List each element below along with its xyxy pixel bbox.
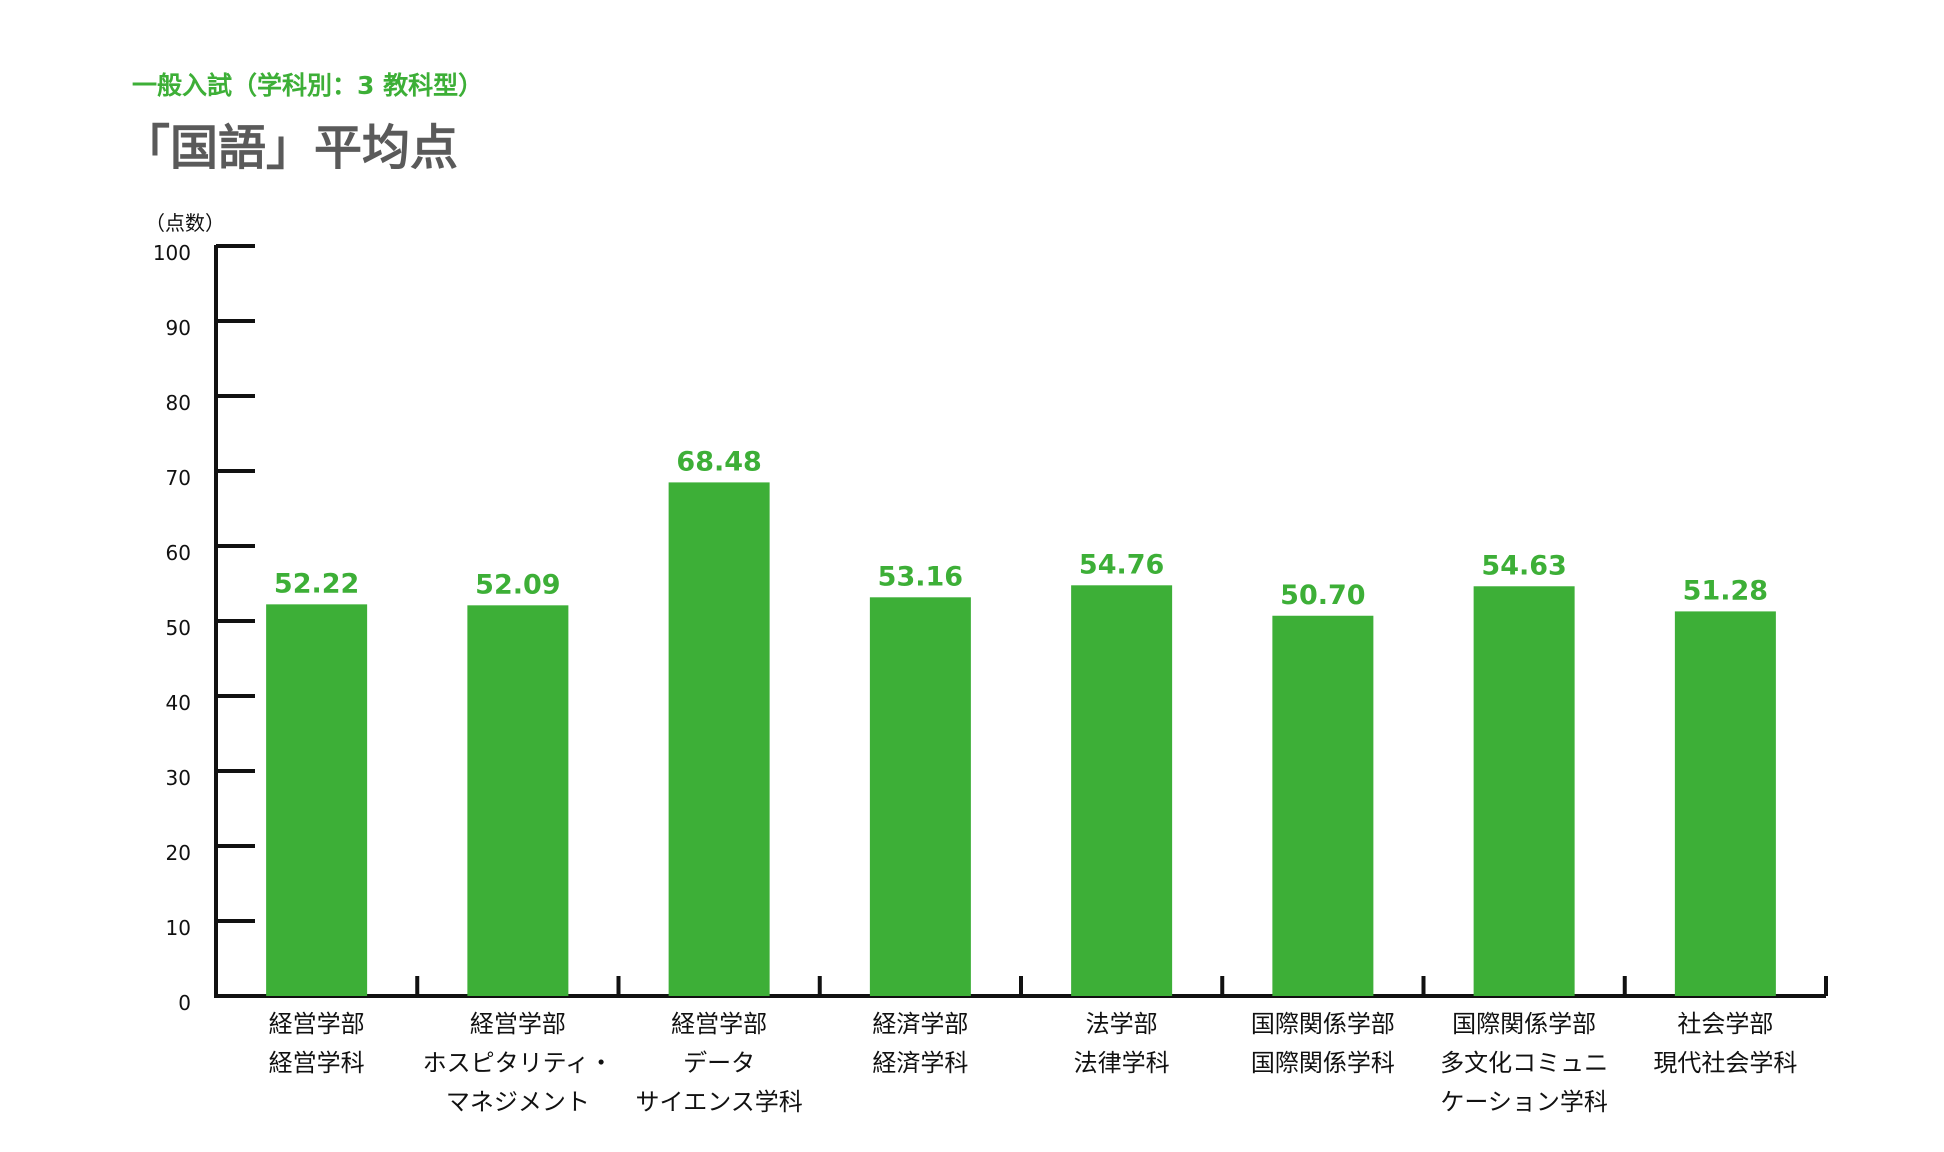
bar (266, 604, 368, 996)
y-tick-label: 70 (166, 466, 191, 490)
y-tick-label: 50 (166, 616, 191, 640)
x-category-label: ホスピタリティ・ (423, 1049, 614, 1077)
bar-value-label: 68.48 (676, 446, 761, 477)
bar-value-label: 52.09 (475, 569, 560, 600)
x-category-label: ケーション学科 (1440, 1088, 1608, 1116)
y-tick-label: 60 (166, 541, 191, 565)
x-category-label: 現代社会学科 (1653, 1049, 1797, 1077)
x-category-label: 法律学科 (1074, 1049, 1170, 1077)
x-category-label: 国際関係学科 (1251, 1049, 1395, 1077)
bar (1674, 611, 1776, 996)
chart-title: 「国語」平均点 (122, 120, 459, 176)
x-category-label: 経営学科 (269, 1049, 365, 1077)
y-tick-label: 40 (166, 691, 191, 715)
x-category-label: データ (683, 1049, 755, 1077)
bar-value-label: 54.76 (1079, 549, 1164, 580)
bar (467, 605, 569, 996)
x-category-label: 法学部 (1086, 1010, 1158, 1038)
x-category-label: サイエンス学科 (635, 1088, 802, 1116)
x-category-label: 経営学部 (269, 1010, 365, 1038)
bar-value-label: 54.63 (1481, 550, 1566, 581)
bar (1071, 585, 1173, 996)
x-category-label: 社会学部 (1677, 1010, 1773, 1038)
x-category-label: 経済学部 (872, 1010, 968, 1038)
bar-value-label: 52.22 (274, 568, 359, 599)
bar (668, 482, 770, 996)
x-category-label: マネジメント (446, 1088, 590, 1116)
x-category-label: 多文化コミュニ (1440, 1049, 1608, 1077)
bar (869, 597, 971, 996)
x-category-label: 経済学科 (872, 1049, 968, 1077)
bar (1272, 615, 1374, 996)
x-category-label: 経営学部 (671, 1010, 767, 1038)
y-tick-label: 10 (166, 916, 191, 940)
bar (1473, 586, 1575, 996)
x-category-label: 経営学部 (470, 1010, 566, 1038)
y-tick-label: 30 (166, 766, 191, 790)
y-tick-label: 0 (178, 991, 191, 1015)
y-tick-label: 80 (166, 391, 191, 415)
x-category-label: 国際関係学部 (1452, 1010, 1596, 1038)
bar-value-label: 51.28 (1683, 575, 1768, 606)
bar-value-label: 53.16 (878, 561, 963, 592)
chart-subtitle: 一般入試（学科別：3 教科型） (132, 71, 484, 100)
y-tick-label: 90 (166, 316, 191, 340)
y-tick-label: 100 (153, 241, 191, 265)
y-axis-unit-label: （点数） (145, 211, 225, 235)
y-tick-label: 20 (166, 841, 191, 865)
x-category-label: 国際関係学部 (1251, 1010, 1395, 1038)
bar-value-label: 50.70 (1280, 580, 1365, 611)
